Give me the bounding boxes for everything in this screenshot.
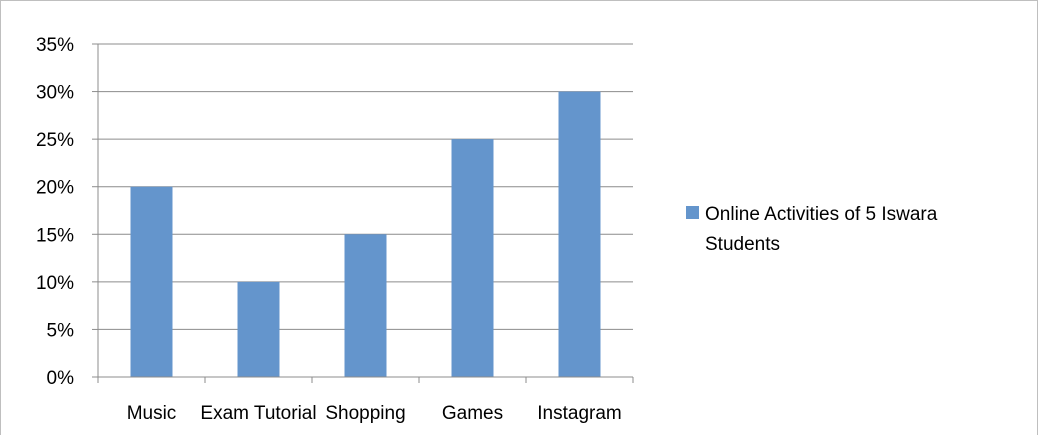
y-tick-label: 15% (36, 225, 74, 246)
y-tick-label: 10% (36, 273, 74, 294)
legend: Online Activities of 5 Iswara Students (686, 204, 938, 255)
y-tick-label: 5% (47, 320, 75, 341)
x-category-label: Instagram (537, 403, 621, 424)
legend-swatch (686, 206, 699, 219)
y-axis-tick-labels: 0% 5% 10% 15% 20% 25% 30% 35% (36, 35, 74, 389)
bar (345, 234, 387, 377)
y-tick-label: 35% (36, 35, 74, 56)
x-category-label: Shopping (325, 403, 405, 424)
x-axis-category-labels: Music Exam Tutorial Shopping Games Instagram (127, 403, 622, 424)
x-category-label: Music (127, 403, 177, 424)
y-tick-label: 20% (36, 178, 74, 199)
legend-label-line-1: Online Activities of 5 Iswara (705, 204, 938, 225)
y-tick-label: 25% (36, 130, 74, 151)
bar (452, 139, 494, 377)
y-tick-label: 30% (36, 83, 74, 104)
y-tick-label: 0% (47, 368, 75, 389)
bar (131, 187, 173, 377)
bar (559, 92, 601, 377)
bar (238, 282, 280, 377)
x-category-label: Exam Tutorial (200, 403, 316, 424)
legend-label-line-2: Students (705, 234, 780, 255)
x-category-label: Games (442, 403, 503, 424)
